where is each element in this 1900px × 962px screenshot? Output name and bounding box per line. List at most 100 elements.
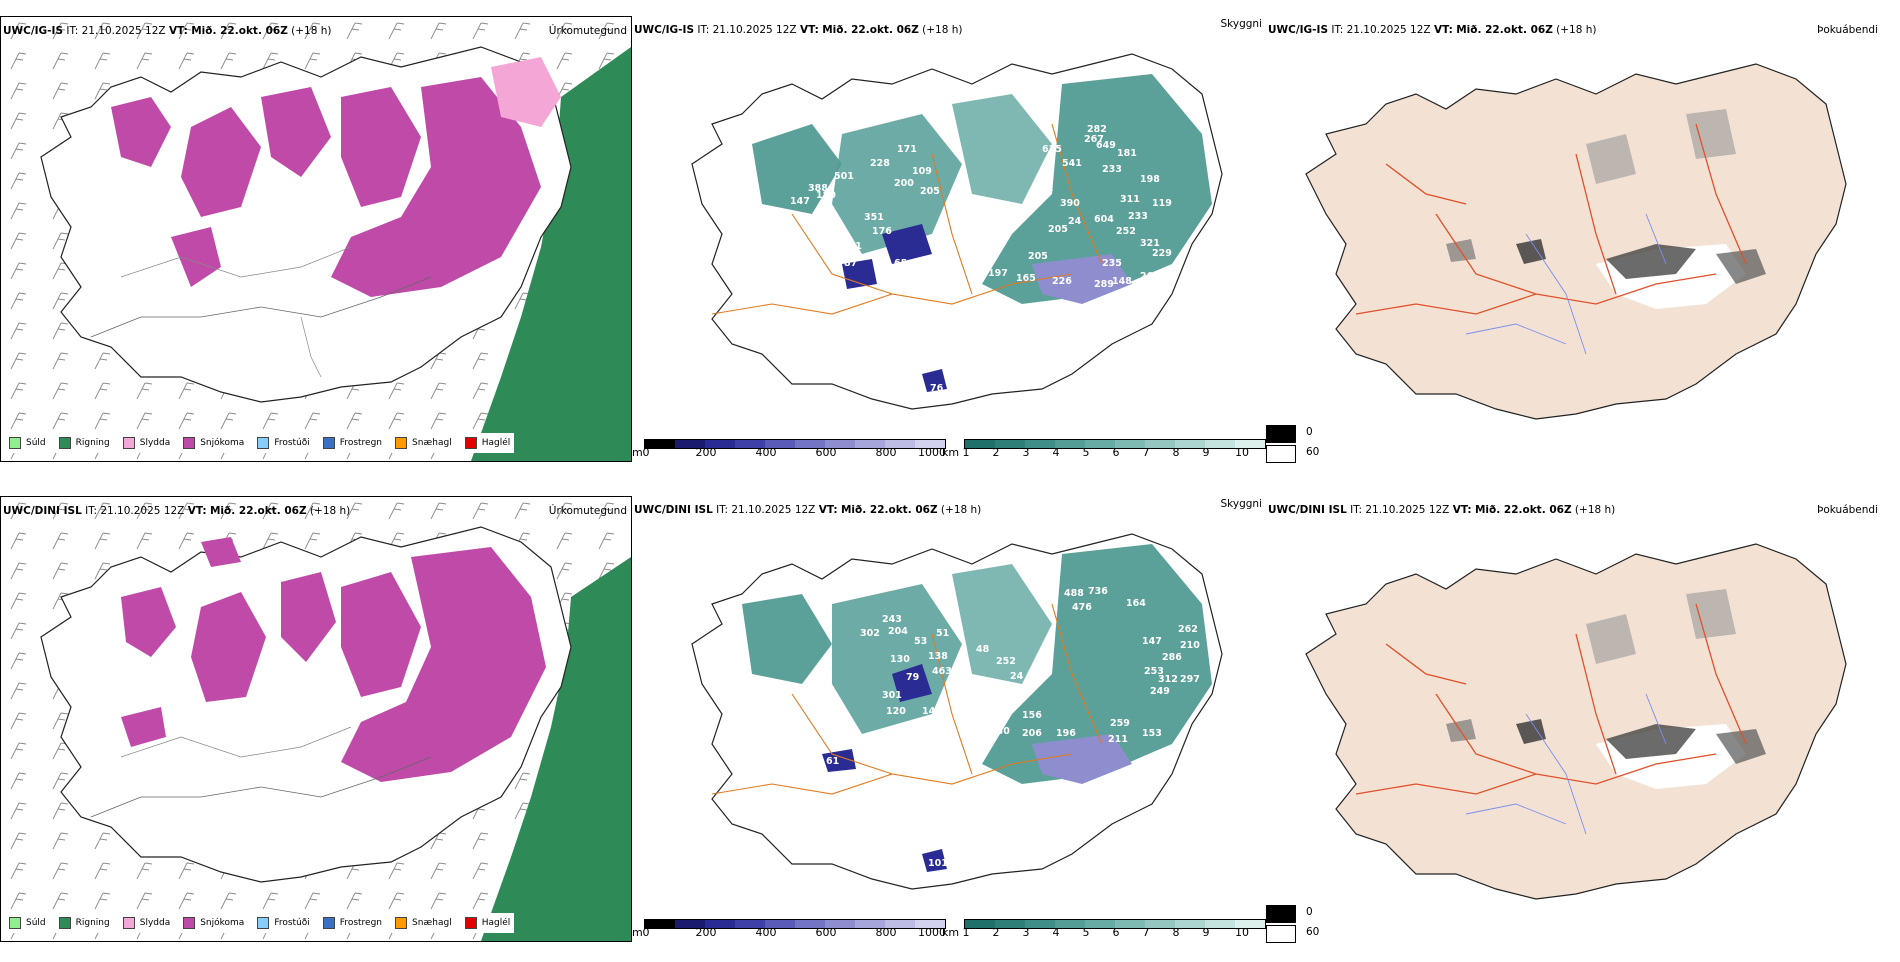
precip-type-panel: UWC/IG-IS IT: 21.10.2025 12Z VT: Mið. 22… bbox=[0, 12, 632, 467]
svg-text:262: 262 bbox=[1140, 271, 1160, 282]
visibility-tick: 9 bbox=[1202, 926, 1210, 939]
fog-legend-swatch bbox=[1266, 425, 1296, 443]
svg-text:104: 104 bbox=[804, 288, 824, 299]
svg-text:76: 76 bbox=[930, 383, 944, 394]
svg-text:205: 205 bbox=[1028, 251, 1048, 262]
precip-type-map[interactable]: UWC/DINI ISL IT: 21.10.2025 12Z VT: Mið.… bbox=[0, 496, 632, 942]
svg-text:150: 150 bbox=[720, 206, 740, 217]
svg-text:604: 604 bbox=[1094, 214, 1114, 225]
precip-type-map[interactable]: UWC/IG-IS IT: 21.10.2025 12Z VT: Mið. 22… bbox=[0, 16, 632, 462]
svg-text:64: 64 bbox=[824, 276, 838, 287]
svg-text:32: 32 bbox=[738, 198, 751, 209]
fog-map[interactable] bbox=[1266, 514, 1900, 904]
svg-text:228: 228 bbox=[870, 158, 890, 169]
svg-text:351: 351 bbox=[864, 212, 884, 223]
svg-text:156: 156 bbox=[1022, 710, 1042, 721]
visibility-tick: 1 bbox=[962, 926, 970, 939]
svg-text:736: 736 bbox=[1088, 586, 1108, 597]
ceiling-tick: 400 bbox=[755, 926, 777, 939]
visibility-map[interactable]: 171 228 501 388 200 109 205 147 180 351 … bbox=[632, 34, 1266, 434]
svg-text:301: 301 bbox=[882, 690, 902, 701]
ceiling-tick: 400 bbox=[755, 446, 777, 459]
svg-text:252: 252 bbox=[996, 656, 1016, 667]
ceiling-colorbar: m 0 200 400 600 800 1000 bbox=[632, 919, 952, 951]
svg-text:463: 463 bbox=[932, 666, 952, 677]
legend-item: Frostúði bbox=[257, 437, 310, 449]
svg-text:649: 649 bbox=[1096, 140, 1116, 151]
panel-header: UWC/IG-IS IT: 21.10.2025 12Z VT: Mið. 22… bbox=[3, 25, 332, 37]
forecast-row-ig-is: UWC/IG-IS IT: 21.10.2025 12Z VT: Mið. 22… bbox=[0, 12, 1900, 482]
svg-text:312: 312 bbox=[1158, 674, 1178, 685]
visibility-tick: 7 bbox=[1142, 446, 1150, 459]
svg-text:130: 130 bbox=[990, 726, 1010, 737]
visibility-colorbar-strip bbox=[964, 439, 1266, 449]
svg-text:147: 147 bbox=[790, 196, 810, 207]
svg-text:24: 24 bbox=[1010, 671, 1024, 682]
svg-text:109: 109 bbox=[912, 166, 932, 177]
svg-text:297: 297 bbox=[1180, 674, 1200, 685]
visibility-tick: 6 bbox=[1112, 446, 1120, 459]
visibility-map[interactable]: 243 302 204 130 138 463 79 53 51 48 252 … bbox=[632, 514, 1266, 914]
legend-item: Frostregn bbox=[322, 917, 382, 929]
svg-text:286: 286 bbox=[1162, 652, 1182, 663]
forecast-row-dini-isl: UWC/DINI ISL IT: 21.10.2025 12Z VT: Mið.… bbox=[0, 492, 1900, 962]
panel-title: Þokuábendi bbox=[1817, 504, 1878, 516]
panel-header: UWC/DINI ISL IT: 21.10.2025 12Z VT: Mið.… bbox=[634, 504, 982, 516]
svg-text:171: 171 bbox=[897, 144, 917, 155]
legend-item: Frostúði bbox=[257, 917, 310, 929]
svg-text:233: 233 bbox=[1128, 211, 1148, 222]
fog-panel: UWC/DINI ISL IT: 21.10.2025 12Z VT: Mið.… bbox=[1266, 492, 1900, 947]
visibility-tick: 2 bbox=[992, 926, 1000, 939]
precip-type-legend: Súld Rigning Slydda Snjókoma Frostúði Fr… bbox=[5, 433, 515, 453]
precip-type-panel: UWC/DINI ISL IT: 21.10.2025 12Z VT: Mið.… bbox=[0, 492, 632, 947]
svg-text:101: 101 bbox=[928, 858, 948, 869]
svg-text:302: 302 bbox=[860, 628, 880, 639]
svg-text:196: 196 bbox=[1056, 728, 1076, 739]
visibility-tick: 5 bbox=[1082, 926, 1090, 939]
precip-type-legend: Súld Rigning Slydda Snjókoma Frostúði Fr… bbox=[5, 913, 515, 933]
svg-text:11: 11 bbox=[910, 860, 923, 871]
legend-item: Súld bbox=[9, 437, 46, 449]
ceiling-tick: 600 bbox=[815, 446, 837, 459]
ceiling-height-labels: 243 302 204 130 138 463 79 53 51 48 252 … bbox=[736, 586, 1200, 871]
visibility-panel: UWC/DINI ISL IT: 21.10.2025 12Z VT: Mið.… bbox=[632, 492, 1266, 947]
visibility-unit: km bbox=[942, 926, 960, 939]
fog-map[interactable] bbox=[1266, 34, 1900, 424]
ceiling-colorbar-strip bbox=[644, 439, 946, 449]
panel-title: Þokuábendi bbox=[1817, 24, 1878, 36]
legend-item: Súld bbox=[9, 917, 46, 929]
svg-text:205: 205 bbox=[1048, 224, 1068, 235]
ceiling-tick: 600 bbox=[815, 926, 837, 939]
visibility-map-graphic: 243 302 204 130 138 463 79 53 51 48 252 … bbox=[691, 533, 1223, 890]
svg-text:120: 120 bbox=[886, 706, 906, 717]
legend-item: Rigning bbox=[58, 917, 110, 929]
visibility-colorbar-strip bbox=[964, 919, 1266, 929]
panel-header: UWC/DINI ISL IT: 21.10.2025 12Z VT: Mið.… bbox=[1268, 504, 1616, 516]
visibility-tick: 3 bbox=[1022, 926, 1030, 939]
svg-text:119: 119 bbox=[1152, 198, 1172, 209]
svg-text:180: 180 bbox=[816, 190, 836, 201]
legend-item: Haglél bbox=[464, 917, 510, 929]
ceiling-colorbar-strip bbox=[644, 919, 946, 929]
svg-text:282: 282 bbox=[1087, 124, 1107, 135]
svg-text:259: 259 bbox=[1110, 718, 1130, 729]
legend-item: Rigning bbox=[58, 437, 110, 449]
svg-text:476: 476 bbox=[1072, 602, 1092, 613]
svg-text:210: 210 bbox=[1180, 640, 1200, 651]
legend-item: Slydda bbox=[122, 917, 170, 929]
ceiling-tick: 800 bbox=[875, 926, 897, 939]
precip-map-graphic bbox=[1, 497, 631, 941]
ceiling-unit: m bbox=[632, 446, 643, 459]
fog-legend-swatch bbox=[1266, 925, 1296, 943]
svg-text:501: 501 bbox=[834, 171, 854, 182]
svg-text:53: 53 bbox=[914, 636, 927, 647]
svg-text:200: 200 bbox=[894, 178, 914, 189]
visibility-map-graphic: 171 228 501 388 200 109 205 147 180 351 … bbox=[691, 53, 1223, 410]
visibility-tick: 5 bbox=[1082, 446, 1090, 459]
panel-title: Úrkomutegund bbox=[548, 25, 627, 37]
ceiling-tick: 800 bbox=[875, 446, 897, 459]
svg-text:197: 197 bbox=[988, 268, 1008, 279]
svg-text:390: 390 bbox=[1060, 198, 1080, 209]
svg-text:211: 211 bbox=[1108, 734, 1128, 745]
svg-text:149: 149 bbox=[1004, 690, 1024, 701]
